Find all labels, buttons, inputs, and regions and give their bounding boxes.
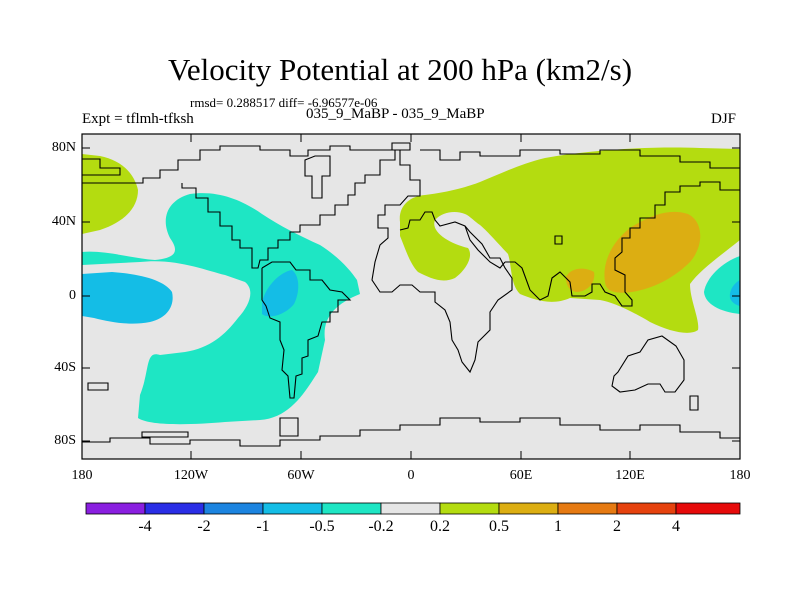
- colorbar-box-7: [498, 502, 559, 515]
- colorbar-box-4: [321, 502, 382, 515]
- coastline-small-island-1: [141, 431, 189, 438]
- coastline-australia: [611, 335, 685, 393]
- coastline-antarctica: [82, 417, 740, 447]
- lat-label-eq: 0: [69, 288, 76, 303]
- colorbar-box-10: [675, 502, 741, 515]
- experiment-label: Expt = tflmh-tfksh: [82, 111, 194, 127]
- lon-label-0: 0: [407, 468, 415, 483]
- colorbar-label-3: -0.5: [309, 518, 335, 535]
- coastline-asia: [505, 181, 740, 307]
- lon-label-180e: 180: [729, 468, 751, 483]
- lat-label-40s: 40S: [54, 360, 76, 375]
- colorbar-label-0: -4: [138, 518, 152, 535]
- colorbar-box-0: [85, 502, 146, 515]
- colorbar-box-2: [203, 502, 264, 515]
- negative-core-east-edge: [729, 280, 740, 306]
- colorbar-label-1: -2: [197, 518, 211, 535]
- colorbar-box-9: [616, 502, 677, 515]
- negative-core-south-america: [262, 270, 299, 317]
- lat-label-80n: 80N: [51, 140, 76, 155]
- positive-region-alaska: [82, 154, 138, 234]
- contour-fill-layer: [82, 134, 740, 459]
- colorbar-label-5: 0.2: [430, 518, 450, 535]
- coastline-north-america: [82, 142, 411, 269]
- coastline-eurasia-north: [420, 149, 740, 169]
- colorbar-box-3: [262, 502, 323, 515]
- colorbar-box-1: [144, 502, 205, 515]
- colorbar-box-5: [380, 502, 441, 515]
- lon-label-60w: 60W: [287, 468, 315, 483]
- coastline-small-island-3: [87, 382, 109, 391]
- colorbar-label-6: 0.5: [489, 518, 509, 535]
- positive-region-eurasia: [399, 147, 740, 333]
- positive-core-asia: [604, 211, 701, 293]
- coastlines: [82, 142, 740, 447]
- positive-core-india: [566, 268, 595, 292]
- colorbar-box-6: [439, 502, 500, 515]
- colorbar-label-7: 1: [554, 518, 562, 535]
- colorbar-box-8: [557, 502, 618, 515]
- lat-label-80s: 80S: [54, 433, 76, 448]
- colorbar-label-9: 4: [672, 518, 680, 535]
- case-label: 035_9_MaBP - 035_9_MaBP: [306, 106, 485, 122]
- colorbar-label-2: -1: [256, 518, 270, 535]
- lon-label-120w: 120W: [173, 468, 209, 483]
- colorbar-label-8: 2: [613, 518, 621, 535]
- coastline-south-america: [261, 261, 352, 399]
- coastline-small-island-2: [279, 417, 299, 437]
- coastline-small-island-4: [554, 235, 563, 245]
- negative-core-west-pacific: [82, 272, 173, 324]
- coastline-arabia: [464, 225, 506, 269]
- lon-label-60e: 60E: [509, 468, 533, 483]
- lon-label-180w: 180: [71, 468, 93, 483]
- lat-label-40n: 40N: [51, 214, 76, 229]
- season-label: DJF: [711, 111, 737, 127]
- coastline-europe-africa: [371, 149, 513, 374]
- plot-title: Velocity Potential at 200 hPa (km2/s): [167, 52, 633, 87]
- stats-line: rmsd= 0.288517 diff= -6.96577e-06: [190, 95, 378, 110]
- coastline-greenland: [304, 155, 331, 199]
- lon-label-120e: 120E: [615, 468, 645, 483]
- colorbar: [85, 502, 741, 515]
- coastline-new-zealand: [689, 395, 699, 411]
- axis-ticks: [82, 134, 740, 459]
- colorbar-label-4: -0.2: [368, 518, 394, 535]
